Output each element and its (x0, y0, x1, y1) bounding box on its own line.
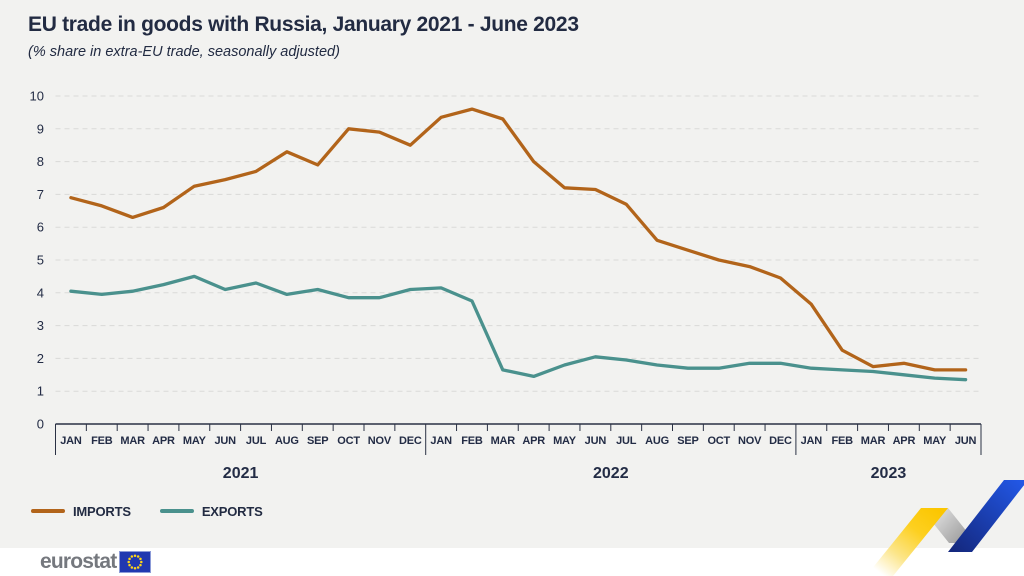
eu-flag-field (119, 551, 152, 573)
month-label: OCT (707, 435, 730, 447)
month-label: JUL (616, 435, 637, 447)
month-label: APR (152, 435, 175, 447)
exports-line-swatch (159, 509, 194, 513)
y-axis-label: 9 (37, 121, 44, 136)
flag-star (139, 563, 143, 567)
month-label: APR (522, 435, 545, 447)
month-label: JUN (955, 435, 977, 447)
month-label: SEP (307, 435, 328, 447)
imports-line-swatch (31, 509, 65, 513)
imports-line (69, 107, 968, 372)
flag-star (131, 555, 134, 558)
year-label: 2021 (223, 465, 259, 482)
flag-star (139, 557, 143, 561)
flag-star (128, 563, 132, 567)
legend-label-imports: IMPORTS (73, 503, 131, 519)
month-label: JAN (430, 435, 452, 447)
footer-bar: eurostat (0, 548, 1024, 576)
month-label: JUL (246, 435, 267, 447)
flag-star (127, 560, 131, 564)
eurostat-logo: eurostat (40, 549, 152, 575)
month-label: FEB (831, 435, 853, 447)
legend: IMPORTS EXPORTS (31, 503, 263, 519)
month-label: FEB (91, 435, 113, 447)
year-label: 2022 (593, 465, 629, 482)
chart-title: EU trade in goods with Russia, January 2… (28, 13, 579, 36)
flag-star (140, 560, 144, 564)
month-label: JAN (60, 435, 82, 447)
month-label: MAY (183, 435, 207, 447)
month-label: NOV (368, 435, 392, 447)
eu-flag-stars (127, 554, 144, 570)
month-label: AUG (275, 435, 299, 447)
y-axis-label: 6 (37, 220, 44, 235)
flag-star (134, 567, 137, 570)
flag-star (131, 566, 134, 569)
flag-star (137, 555, 140, 558)
y-axis-label: 2 (37, 351, 44, 366)
y-axis-label: 1 (37, 384, 44, 399)
month-label: JAN (801, 435, 823, 447)
y-axis-label: 4 (37, 285, 44, 300)
month-label: AUG (645, 435, 669, 447)
month-label: MAY (553, 435, 577, 447)
month-label: MAR (120, 435, 145, 447)
month-label: OCT (337, 435, 360, 447)
month-label: FEB (461, 435, 483, 447)
legend-item-imports: IMPORTS (31, 504, 131, 519)
legend-label-exports: EXPORTS (201, 503, 263, 519)
y-axis-label: 0 (37, 417, 44, 432)
month-label: MAR (491, 435, 516, 447)
month-label: NOV (738, 435, 762, 447)
month-label: MAY (923, 435, 947, 447)
exports-line (69, 274, 968, 382)
eurostat-logo-text: eurostat (40, 550, 117, 573)
month-label: MAR (861, 435, 886, 447)
y-axis-label: 10 (30, 89, 44, 104)
y-axis-label: 7 (37, 187, 44, 202)
y-axis-label: 3 (37, 318, 44, 333)
y-axis-label: 5 (37, 253, 44, 268)
year-label: 2023 (871, 465, 907, 482)
month-label: APR (893, 435, 916, 447)
chart-subtitle: (% share in extra-EU trade, seasonally a… (28, 44, 340, 60)
month-label: JUN (214, 435, 236, 447)
y-axis-label: 8 (37, 154, 44, 169)
flag-star (134, 554, 137, 557)
month-label: DEC (769, 435, 792, 447)
eu-flag-icon (119, 551, 152, 573)
month-label: DEC (399, 435, 422, 447)
month-label: JUN (585, 435, 607, 447)
flag-star (137, 566, 140, 569)
legend-item-exports: EXPORTS (159, 503, 263, 519)
month-label: SEP (677, 435, 698, 447)
flag-star (128, 557, 132, 561)
